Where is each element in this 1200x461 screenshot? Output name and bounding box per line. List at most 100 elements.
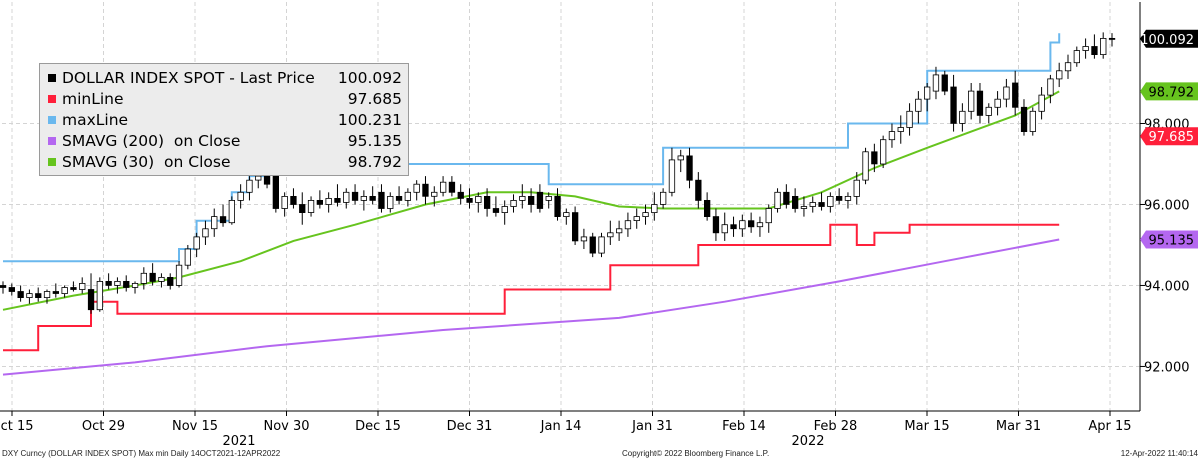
candle <box>378 184 385 213</box>
legend-value-minline: 97.685 <box>347 90 402 108</box>
candle-body <box>818 202 825 207</box>
x-tick-label: Oct 15 <box>0 419 34 434</box>
candle-body <box>316 199 324 205</box>
legend-item-price: DOLLAR INDEX SPOT - Last Price 100.092 <box>48 68 402 88</box>
legend-value-maxline: 100.231 <box>337 111 402 129</box>
candle <box>545 192 552 209</box>
legend-swatch-minline <box>48 95 56 103</box>
candle <box>792 188 799 213</box>
candle <box>774 188 781 213</box>
candle-body <box>915 98 922 112</box>
year-label: 2021 <box>222 434 255 449</box>
candle <box>897 115 904 144</box>
candle-body <box>519 195 526 201</box>
candle-body <box>1029 110 1036 132</box>
candle-body <box>149 272 156 282</box>
legend-item-smavg200: SMAVG (200) on Close 95.135 <box>48 131 402 151</box>
candle-body <box>299 204 306 214</box>
candle-body <box>800 206 808 209</box>
legend-swatch-price <box>48 74 56 82</box>
candle <box>1047 74 1054 104</box>
legend-label-maxline: maxLine <box>62 111 129 129</box>
x-tick-label: Feb 28 <box>814 419 858 434</box>
candle <box>8 283 16 296</box>
candle <box>96 277 103 312</box>
legend-swatch-maxline <box>48 116 56 124</box>
candle-body <box>70 287 77 290</box>
candle-body <box>184 248 192 266</box>
candle <box>87 273 95 314</box>
candle <box>70 281 77 292</box>
x-tick-label: Dec 15 <box>355 419 401 434</box>
candle-body <box>0 285 7 288</box>
x-tick-label: Mar 15 <box>904 419 949 434</box>
candle <box>158 273 165 288</box>
candle <box>668 147 676 197</box>
candle <box>1038 87 1045 120</box>
candle-body <box>475 195 482 203</box>
candle <box>642 204 649 225</box>
price-tag: 97.685 <box>1140 127 1198 145</box>
candle <box>607 220 614 245</box>
candle <box>483 188 491 217</box>
candle-body <box>1108 38 1116 40</box>
candle <box>836 188 843 205</box>
candle-body <box>193 236 200 250</box>
candle <box>756 216 764 237</box>
candle <box>439 176 447 197</box>
candle <box>290 188 297 209</box>
candle <box>202 220 209 245</box>
candle-body <box>140 272 148 284</box>
candle-body <box>994 98 1001 108</box>
candle <box>510 194 517 213</box>
candle <box>809 196 816 213</box>
candle <box>501 200 508 225</box>
candle-body <box>1082 46 1089 51</box>
candle-body <box>695 179 702 201</box>
legend-label-price: DOLLAR INDEX SPOT - Last Price <box>62 69 315 87</box>
candle <box>1056 62 1063 88</box>
price-tag: 98.792 <box>1140 82 1198 100</box>
candle <box>580 228 588 250</box>
candle-body <box>448 181 456 193</box>
candle-body <box>281 195 288 209</box>
y-tick-label: 92.000 <box>1144 360 1190 375</box>
candle <box>651 192 658 221</box>
legend-value-price: 100.092 <box>337 69 402 87</box>
candle <box>519 184 526 209</box>
candle-body <box>950 86 957 124</box>
price-tag-box <box>1140 230 1198 249</box>
price-tag: 100.092 <box>1140 29 1198 48</box>
candle-body <box>721 224 728 234</box>
candle <box>360 190 368 211</box>
candle-body <box>968 90 975 112</box>
candle <box>994 91 1001 116</box>
candle <box>167 273 174 290</box>
candle <box>228 196 236 225</box>
candle-body <box>175 264 183 286</box>
price-tag-box <box>1140 82 1198 101</box>
candle <box>395 186 403 205</box>
candle <box>43 289 51 304</box>
candle <box>105 273 112 290</box>
candle-body <box>17 291 24 298</box>
candle-body <box>61 287 68 294</box>
candle <box>633 208 640 229</box>
candle <box>554 188 561 221</box>
x-tick-label: Nov 15 <box>172 419 218 434</box>
candle-body <box>651 204 658 214</box>
minline <box>3 223 1060 352</box>
candle-body <box>536 191 544 209</box>
candle-body <box>369 195 376 201</box>
candle <box>624 212 632 237</box>
candle-body <box>1073 50 1080 64</box>
candle-body <box>439 181 447 193</box>
candle-body <box>554 195 561 217</box>
price-tag-label: 98.792 <box>1149 85 1195 100</box>
candle-body <box>677 155 684 161</box>
legend-label-smavg200: SMAVG (200) on Close <box>62 132 241 150</box>
x-tick-label: Apr 15 <box>1088 419 1131 434</box>
candle-body <box>598 236 605 254</box>
price-tag-box <box>1140 127 1198 146</box>
